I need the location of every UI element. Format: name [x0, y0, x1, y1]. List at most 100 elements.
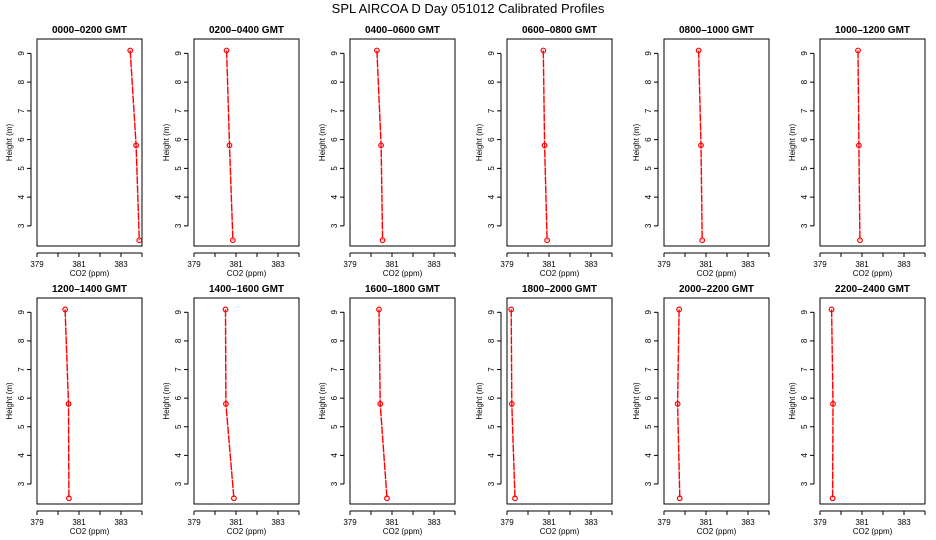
y-tick-label: 6: [174, 137, 183, 142]
x-axis-label: CO2 (ppm): [383, 527, 423, 536]
x-tick-label: 379: [343, 518, 357, 527]
y-tick-label: 9: [644, 310, 653, 315]
y-tick-label: 7: [17, 367, 26, 372]
panel-9: 1800–2000 GMT 379 381 383 CO2 (ppm) 3 4 5 6 7 8 9 He…: [475, 284, 613, 536]
y-tick-label: 6: [800, 137, 809, 142]
x-axis-label: CO2 (ppm): [70, 269, 110, 278]
x-axis-label: CO2 (ppm): [697, 527, 737, 536]
y-tick-label: 9: [174, 310, 183, 315]
data-point: [62, 306, 69, 313]
y-tick-label: 9: [17, 310, 26, 315]
x-tick-label: 383: [114, 518, 128, 527]
y-tick-label: 4: [800, 194, 809, 199]
panel-11: 2200–2400 GMT 379 381 383 CO2 (ppm) 3 4 5 6 7 8 9 He…: [788, 284, 926, 536]
y-tick-label: 6: [487, 137, 496, 142]
y-tick-label: 4: [330, 453, 339, 458]
data-point: [540, 47, 547, 54]
x-tick-label: 381: [385, 260, 399, 269]
y-tick-label: 4: [487, 194, 496, 199]
page-title: SPL AIRCOA D Day 051012 Calibrated Profi…: [331, 1, 605, 16]
data-point: [508, 306, 515, 313]
y-tick-label: 5: [174, 166, 183, 171]
y-tick-label: 8: [800, 338, 809, 343]
y-tick-label: 5: [330, 166, 339, 171]
series-line: [510, 309, 516, 499]
data-point: [223, 47, 230, 54]
panel-title: 0200–0400 GMT: [209, 25, 284, 36]
y-axis-label: Height (m): [5, 123, 14, 161]
plot-frame: [506, 38, 613, 247]
y-tick-label: 6: [330, 395, 339, 400]
panel-1: 0200–0400 GMT 379 381 383 CO2 (ppm) 3 4 5 6 7 8 9 He…: [162, 25, 300, 278]
data-point: [855, 47, 861, 54]
y-tick-label: 3: [17, 223, 26, 228]
x-tick-label: 381: [542, 518, 556, 527]
y-tick-label: 6: [487, 395, 496, 400]
y-tick-label: 9: [330, 310, 339, 315]
x-tick-label: 383: [114, 260, 128, 269]
x-tick-label: 381: [855, 260, 869, 269]
y-tick-label: 6: [330, 137, 339, 142]
plot-frame: [506, 297, 613, 505]
x-tick-label: 379: [813, 260, 827, 269]
y-tick-label: 3: [800, 223, 809, 228]
y-tick-label: 9: [644, 51, 653, 56]
series-line: [697, 50, 703, 241]
panel-3: 0600–0800 GMT 379 381 383 CO2 (ppm) 3 4 5 6 7 8 9 He…: [475, 25, 613, 278]
x-tick-label: 379: [813, 518, 827, 527]
plot-frame: [36, 297, 143, 505]
panel-title: 2200–2400 GMT: [835, 284, 910, 295]
y-axis-label: Height (m): [788, 123, 797, 161]
data-point: [857, 237, 863, 244]
y-tick-label: 8: [487, 338, 496, 343]
panel-title: 0400–0600 GMT: [365, 25, 440, 36]
panel-4: 0800–1000 GMT 379 381 383 CO2 (ppm) 3 4 5 6 7 8 9 He…: [632, 25, 770, 278]
y-tick-label: 8: [800, 79, 809, 84]
y-axis-label: Height (m): [632, 123, 641, 161]
data-point: [674, 400, 681, 407]
panel-title: 0600–0800 GMT: [522, 25, 597, 36]
series-line: [676, 309, 681, 499]
x-tick-label: 381: [72, 518, 86, 527]
x-tick-label: 379: [187, 518, 201, 527]
y-tick-label: 8: [330, 338, 339, 343]
panel-title: 0000–0200 GMT: [52, 25, 127, 36]
x-tick-label: 383: [584, 518, 598, 527]
plot-frame: [193, 38, 300, 247]
data-point: [544, 237, 551, 244]
plot-frame: [819, 38, 926, 247]
y-tick-label: 6: [17, 395, 26, 400]
panel-title: 1200–1400 GMT: [52, 284, 127, 295]
x-tick-label: 379: [500, 518, 514, 527]
x-tick-label: 381: [699, 518, 713, 527]
y-tick-label: 6: [644, 395, 653, 400]
y-tick-label: 5: [174, 424, 183, 429]
y-tick-label: 7: [800, 367, 809, 372]
y-tick-label: 3: [174, 481, 183, 486]
data-point: [512, 495, 518, 502]
series-line: [64, 309, 70, 499]
y-tick-label: 9: [487, 51, 496, 56]
y-tick-label: 3: [800, 481, 809, 486]
y-tick-label: 9: [17, 51, 26, 56]
x-tick-label: 379: [657, 518, 671, 527]
y-tick-label: 6: [800, 395, 809, 400]
y-axis-label: Height (m): [475, 382, 484, 420]
data-point: [508, 400, 515, 407]
x-tick-label: 381: [229, 260, 243, 269]
y-tick-label: 7: [174, 367, 183, 372]
data-point: [828, 306, 835, 313]
x-axis-label: CO2 (ppm): [853, 269, 893, 278]
data-point: [384, 495, 390, 502]
x-tick-label: 381: [72, 260, 86, 269]
panel-2: 0400–0600 GMT 379 381 383 CO2 (ppm) 3 4 5 6 7 8 9 He…: [318, 25, 456, 278]
x-tick-label: 379: [30, 518, 44, 527]
x-tick-label: 383: [584, 260, 598, 269]
y-tick-label: 8: [174, 79, 183, 84]
x-axis-label: CO2 (ppm): [70, 527, 110, 536]
x-tick-label: 379: [500, 260, 514, 269]
data-point: [541, 142, 548, 149]
y-tick-label: 7: [644, 108, 653, 113]
y-tick-label: 9: [487, 310, 496, 315]
y-tick-label: 7: [487, 108, 496, 113]
